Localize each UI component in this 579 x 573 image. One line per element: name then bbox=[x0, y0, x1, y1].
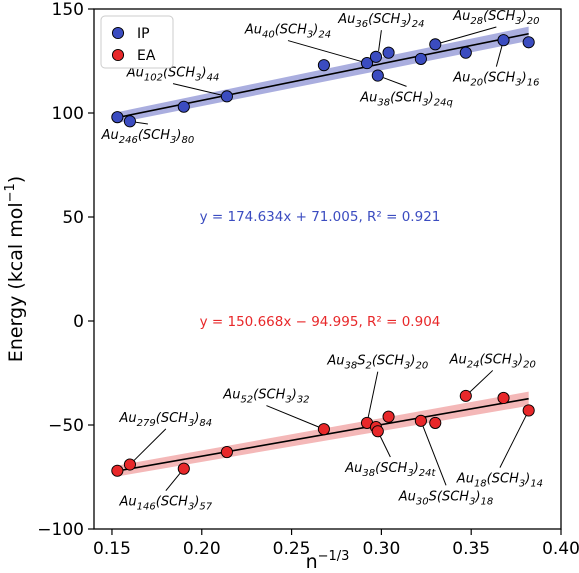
annotation-leader-line bbox=[378, 30, 382, 51]
x-tick-label: 0.35 bbox=[452, 539, 490, 559]
fit-equations: y = 174.634x + 71.005, R² = 0.921 y = 150… bbox=[200, 209, 441, 330]
data-point-ip bbox=[220, 90, 233, 103]
point-annotation-label: Au38(SCH3)24q bbox=[359, 90, 453, 108]
point-annotation-label: Au246(SCH3)80 bbox=[101, 128, 195, 146]
point-annotation-label: Au279(SCH3)84 bbox=[119, 411, 213, 429]
x-tick-label: 0.25 bbox=[273, 539, 311, 559]
y-tick-label: −50 bbox=[48, 416, 84, 436]
data-point-ip bbox=[360, 57, 374, 70]
y-tick-label: 150 bbox=[52, 0, 84, 20]
data-point-ip bbox=[371, 69, 384, 82]
annotation-leader-line bbox=[266, 405, 319, 428]
y-tick-label: −100 bbox=[37, 520, 84, 540]
data-point-ea bbox=[220, 445, 233, 459]
annotation-leader-line bbox=[367, 371, 379, 418]
data-point-ea bbox=[497, 391, 510, 405]
annotation-leader-line bbox=[135, 121, 148, 125]
data-point-ea bbox=[382, 410, 395, 423]
point-annotation-label: Au40(SCH3)24 bbox=[244, 23, 331, 41]
x-tick-label: 0.40 bbox=[542, 539, 579, 559]
data-point-ea bbox=[522, 404, 535, 417]
data-point-ip bbox=[497, 34, 510, 47]
annotation-leader-line bbox=[469, 370, 494, 393]
data-point-ip bbox=[177, 100, 190, 113]
x-axis-title: n−1/3 bbox=[306, 549, 350, 573]
y-axis-ticks: −100 −50 0 50 100 150 bbox=[37, 0, 94, 540]
annotation-leader-line bbox=[383, 77, 407, 87]
data-point-ip bbox=[382, 46, 395, 59]
data-point-ea bbox=[414, 414, 427, 427]
data-point-ip bbox=[429, 38, 442, 51]
point-annotation-label: Au102(SCH3)44 bbox=[126, 66, 220, 84]
data-point-ea bbox=[459, 389, 472, 402]
data-point-ea bbox=[177, 462, 190, 475]
x-axis-ticks: 0.15 0.20 0.25 0.30 0.35 0.40 bbox=[93, 529, 579, 559]
data-point-ea bbox=[111, 464, 124, 477]
y-tick-label: 50 bbox=[62, 208, 84, 228]
x-tick-label: 0.20 bbox=[183, 539, 221, 559]
x-axis-title-superscript: −1/3 bbox=[318, 549, 350, 564]
y-tick-label: 0 bbox=[73, 312, 84, 332]
fit-equation-ip: y = 174.634x + 71.005, R² = 0.921 bbox=[200, 209, 441, 225]
data-point-ip bbox=[123, 115, 136, 128]
point-annotation-label: Au36(SCH3)24 bbox=[337, 12, 424, 30]
annotation-leader-line bbox=[440, 26, 497, 44]
data-points bbox=[111, 34, 535, 477]
data-point-ip bbox=[369, 50, 383, 63]
point-annotation-label: Au18(SCH3)14 bbox=[456, 472, 543, 490]
annotation-leader-lines bbox=[133, 26, 527, 492]
data-point-ip bbox=[317, 59, 330, 72]
legend: IP EA bbox=[100, 15, 174, 69]
data-point-ea bbox=[371, 425, 384, 438]
point-annotation-label: Au38(SCH3)24t bbox=[344, 461, 436, 479]
point-annotation-label: Au24(SCH3)20 bbox=[449, 352, 536, 370]
data-point-ip bbox=[414, 52, 427, 65]
point-annotations: Au246(SCH3)80 Au102(SCH3)44 Au40(SCH3)24 Au… bbox=[101, 9, 543, 513]
annotation-leader-line bbox=[287, 40, 362, 62]
annotation-leader-line bbox=[422, 426, 447, 486]
point-annotation-label: Au30S(SCH3)18 bbox=[398, 489, 494, 507]
annotation-leader-line bbox=[172, 83, 222, 96]
legend-marker-ip bbox=[111, 26, 125, 40]
data-point-ip bbox=[111, 111, 124, 124]
annotation-leader-line bbox=[165, 473, 181, 492]
data-point-ea bbox=[123, 458, 136, 471]
data-point-ea bbox=[317, 423, 330, 436]
point-annotation-label: Au28(SCH3)20 bbox=[452, 9, 539, 27]
point-annotation-label: Au38S2(SCH3)20 bbox=[326, 354, 428, 372]
fit-equation-ea: y = 150.668x − 94.995, R² = 0.904 bbox=[200, 314, 441, 330]
annotation-leader-line bbox=[499, 415, 527, 468]
plot-frame bbox=[93, 8, 562, 530]
legend-label-ip: IP bbox=[137, 26, 150, 42]
legend-label-ea: EA bbox=[137, 48, 156, 64]
data-point-ea bbox=[429, 416, 442, 429]
y-axis-title-superscript: −1 bbox=[3, 183, 18, 202]
y-axis-title: Energy (kcal mol−1) bbox=[3, 176, 27, 362]
annotation-leader-line bbox=[133, 428, 167, 461]
legend-marker-ea bbox=[111, 48, 125, 62]
annotation-leader-line bbox=[495, 45, 503, 67]
data-point-ip bbox=[522, 36, 535, 49]
point-annotation-label: Au52(SCH3)32 bbox=[222, 388, 309, 406]
x-tick-label: 0.15 bbox=[93, 539, 131, 559]
x-tick-label: 0.30 bbox=[362, 539, 400, 559]
point-annotation-label: Au146(SCH3)57 bbox=[119, 495, 213, 513]
point-annotation-label: Au20(SCH3)16 bbox=[452, 71, 539, 89]
confidence-band-ip bbox=[117, 26, 529, 123]
y-tick-label: 100 bbox=[52, 104, 84, 124]
annotation-leader-line bbox=[379, 436, 391, 458]
data-point-ip bbox=[459, 46, 472, 59]
